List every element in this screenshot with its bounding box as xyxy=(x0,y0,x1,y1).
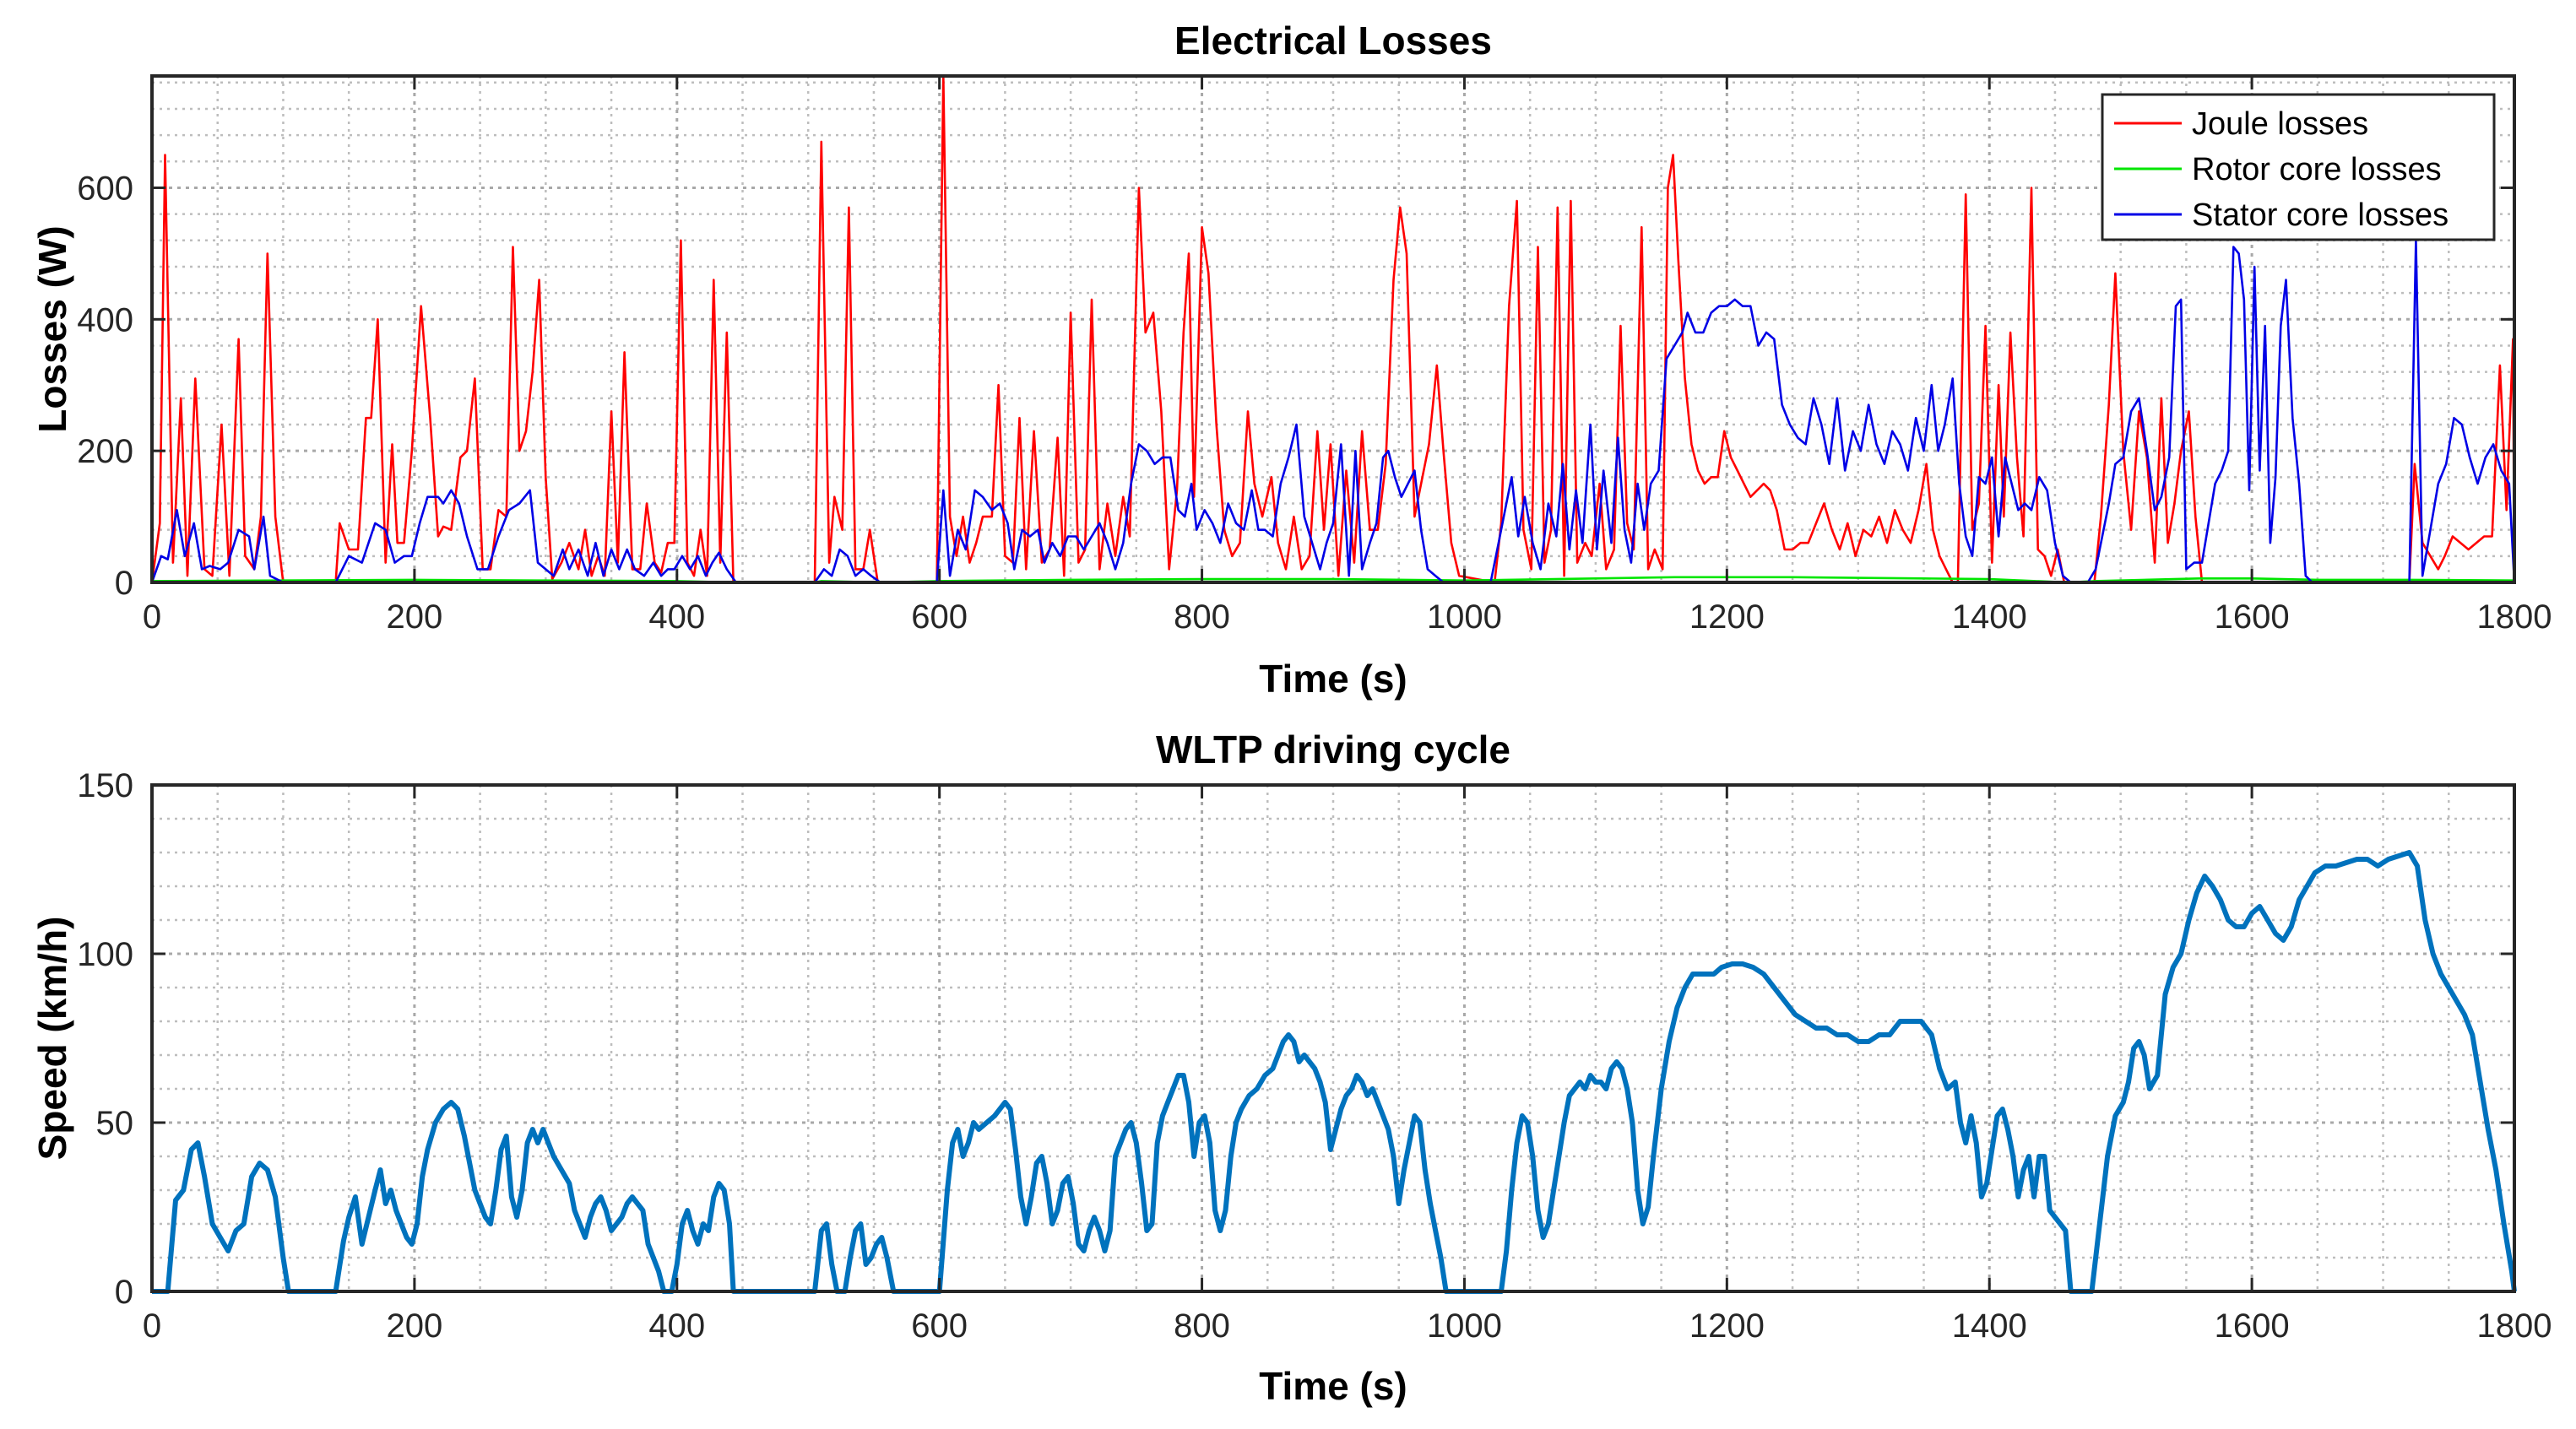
x-axis-label: Time (s) xyxy=(1259,657,1407,701)
ticks: 0 200 400 600 800 1000 1200 1400 1600 1800 0 200 400… xyxy=(77,76,2552,636)
x-tick-label: 1000 xyxy=(1427,1307,1502,1345)
x-tick-label: 400 xyxy=(648,598,705,636)
x-tick-label: 800 xyxy=(1174,598,1230,636)
wltp-driving-cycle-chart: 0 200 400 600 800 1000 1200 1400 1600 1800 0 50 100 1… xyxy=(30,728,2552,1408)
legend-entry-rotor-core-losses: Rotor core losses xyxy=(2192,152,2442,187)
x-tick-label: 1200 xyxy=(1689,598,1765,636)
x-tick-label: 400 xyxy=(648,1307,705,1345)
series-line-joule-losses xyxy=(150,74,2516,584)
series-line-stator-core-losses xyxy=(150,239,2516,584)
ticks: 0 200 400 600 800 1000 1200 1400 1600 1800 0 50 100 1… xyxy=(77,767,2552,1345)
y-tick-label: 100 xyxy=(77,936,133,973)
x-tick-label: 1800 xyxy=(2477,1307,2552,1345)
x-tick-label: 1600 xyxy=(2215,1307,2290,1345)
x-tick-label: 200 xyxy=(387,598,443,636)
x-tick-label: 1800 xyxy=(2477,598,2552,636)
y-axis-label: Speed (km/h) xyxy=(30,917,74,1161)
y-tick-label: 150 xyxy=(77,767,133,804)
x-tick-label: 1000 xyxy=(1427,598,1502,636)
grid xyxy=(152,785,2514,1291)
x-tick-label: 600 xyxy=(911,598,968,636)
plot-frame xyxy=(150,783,2516,1293)
x-tick-label: 600 xyxy=(911,1307,968,1345)
series-line-speed xyxy=(152,850,2517,1294)
y-tick-label: 400 xyxy=(77,301,133,338)
y-tick-label: 0 xyxy=(115,565,133,602)
x-axis-label: Time (s) xyxy=(1259,1364,1407,1408)
x-tick-label: 1400 xyxy=(1952,598,2027,636)
y-tick-label: 0 xyxy=(115,1274,133,1311)
legend: Joule losses Rotor core losses Stator co… xyxy=(2101,93,2496,241)
chart-title: WLTP driving cycle xyxy=(1156,728,1510,771)
x-tick-label: 0 xyxy=(143,598,161,636)
x-tick-label: 200 xyxy=(387,1307,443,1345)
x-tick-label: 1400 xyxy=(1952,1307,2027,1345)
legend-entry-joule-losses: Joule losses xyxy=(2192,106,2368,142)
x-tick-label: 1600 xyxy=(2215,598,2290,636)
electrical-losses-chart: 0 200 400 600 800 1000 1200 1400 1600 1800 0 200 400… xyxy=(30,19,2552,701)
chart-title: Electrical Losses xyxy=(1174,19,1492,62)
plot-frame xyxy=(150,74,2516,584)
x-tick-label: 0 xyxy=(143,1307,161,1345)
y-axis-label: Losses (W) xyxy=(30,225,74,432)
x-tick-label: 800 xyxy=(1174,1307,1230,1345)
y-tick-label: 50 xyxy=(96,1105,134,1142)
y-tick-label: 200 xyxy=(77,433,133,470)
legend-entry-stator-core-losses: Stator core losses xyxy=(2192,198,2449,233)
series-group xyxy=(152,850,2517,1294)
x-tick-label: 1200 xyxy=(1689,1307,1765,1345)
y-tick-label: 600 xyxy=(77,170,133,207)
